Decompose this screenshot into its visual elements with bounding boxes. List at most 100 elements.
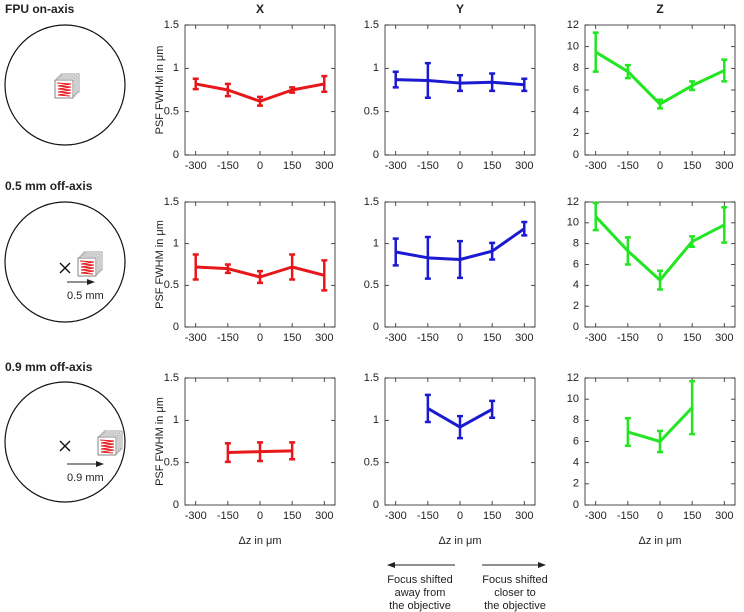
error-bar: [592, 201, 599, 232]
error-bar: [624, 416, 631, 447]
error-bar: [457, 414, 463, 440]
y-tick-label: 6: [573, 258, 579, 270]
y-tick-label: 0: [573, 499, 579, 511]
x-tick-label: 150: [683, 332, 701, 344]
x-tick-label: -150: [217, 332, 239, 344]
x-tick-label: 300: [315, 510, 333, 522]
y-tick-label: 2: [573, 127, 579, 139]
x-tick-label: -150: [417, 160, 439, 172]
plot-frame: [184, 201, 336, 328]
error-bar: [521, 220, 528, 237]
x-tick-label: -150: [217, 160, 239, 172]
x-tick-label: -300: [585, 160, 607, 172]
error-bar: [224, 82, 231, 98]
y-tick-label: 1: [373, 414, 379, 426]
y-tick-label: 1.5: [364, 196, 379, 208]
plot-frame: [384, 377, 536, 506]
y-tick-label: 12: [567, 19, 579, 31]
error-bar: [721, 205, 728, 244]
x-tick-label: 300: [315, 160, 333, 172]
y-tick-label: 0.5: [164, 106, 179, 118]
x-tick-label: 0: [457, 160, 463, 172]
error-bar: [192, 253, 199, 281]
x-tick-label: -150: [617, 332, 639, 344]
error-bar: [224, 263, 231, 275]
annotation: the objective: [389, 600, 451, 612]
y-tick-label: 0: [173, 499, 179, 511]
detector-icon: [77, 251, 103, 277]
x-tick-label: -150: [417, 332, 439, 344]
row-label: 0.9 mm off-axis: [5, 360, 93, 374]
y-tick-label: 0: [173, 149, 179, 161]
x-tick-label: -150: [617, 510, 639, 522]
x-tick-label: 150: [283, 510, 301, 522]
x-tick-label: -300: [585, 510, 607, 522]
error-bar: [257, 95, 263, 107]
x-tick-label: 150: [483, 160, 501, 172]
x-tick-label: 300: [715, 510, 733, 522]
annotation: the objective: [484, 600, 546, 612]
plot-frame: [184, 24, 336, 156]
y-tick-label: 10: [567, 393, 579, 405]
y-tick-label: 0.5: [164, 457, 179, 469]
x-tick-label: -300: [185, 510, 207, 522]
error-bar: [689, 80, 696, 92]
y-tick-label: 1.5: [164, 372, 179, 384]
y-axis-label: PSF FWHM in μm: [154, 397, 166, 486]
data-line: [594, 50, 725, 106]
x-tick-label: -300: [185, 332, 207, 344]
x-tick-label: 150: [283, 332, 301, 344]
x-tick-label: 150: [483, 510, 501, 522]
error-bar: [424, 235, 431, 280]
error-bar: [289, 253, 296, 281]
y-tick-label: 6: [573, 84, 579, 96]
offset-label: 0.5 mm: [67, 290, 104, 302]
y-tick-label: 1: [373, 62, 379, 74]
x-tick-label: -150: [217, 510, 239, 522]
chart-panel: 0 0.5 1 1.5 -300 -150 0 150 300 X PSF FWHM in μm: [154, 2, 336, 172]
axis-cross: [59, 262, 71, 452]
error-bar: [657, 429, 663, 454]
x-tick-label: 300: [715, 332, 733, 344]
annotation: closer to: [494, 587, 536, 599]
y-tick-label: 1: [173, 238, 179, 250]
y-axis-label: PSF FWHM in μm: [154, 220, 166, 309]
x-tick-label: 150: [683, 160, 701, 172]
error-bar: [321, 259, 328, 292]
x-tick-label: 0: [657, 160, 663, 172]
error-bar: [592, 31, 599, 73]
y-tick-label: 8: [573, 62, 579, 74]
y-tick-label: 10: [567, 217, 579, 229]
error-bar: [392, 237, 399, 267]
y-tick-label: 0: [573, 149, 579, 161]
error-bar: [489, 72, 496, 93]
x-axis-label: Δz in μm: [638, 535, 681, 547]
x-tick-label: 0: [457, 510, 463, 522]
y-tick-label: 4: [573, 106, 579, 118]
x-tick-label: -150: [617, 160, 639, 172]
error-bar: [489, 241, 496, 261]
y-tick-label: 0: [373, 321, 379, 333]
error-bar: [224, 441, 231, 464]
offset-arrow: [67, 279, 104, 467]
x-tick-label: 0: [657, 510, 663, 522]
x-tick-label: 0: [657, 332, 663, 344]
y-tick-label: 0.5: [164, 279, 179, 291]
x-tick-label: 150: [483, 332, 501, 344]
y-tick-label: 4: [573, 279, 579, 291]
x-tick-label: 0: [257, 160, 263, 172]
y-tick-label: 0.5: [364, 457, 379, 469]
error-bar: [424, 61, 431, 100]
y-tick-label: 1.5: [364, 372, 379, 384]
x-tick-label: 150: [283, 160, 301, 172]
x-tick-label: 300: [315, 332, 333, 344]
x-tick-label: -300: [385, 332, 407, 344]
y-axis-label: PSF FWHM in μm: [154, 46, 166, 135]
error-bar: [257, 441, 263, 463]
error-bar: [624, 236, 631, 266]
x-tick-label: -300: [385, 160, 407, 172]
y-tick-label: 4: [573, 457, 579, 469]
x-tick-label: 0: [257, 332, 263, 344]
y-tick-label: 0: [373, 499, 379, 511]
